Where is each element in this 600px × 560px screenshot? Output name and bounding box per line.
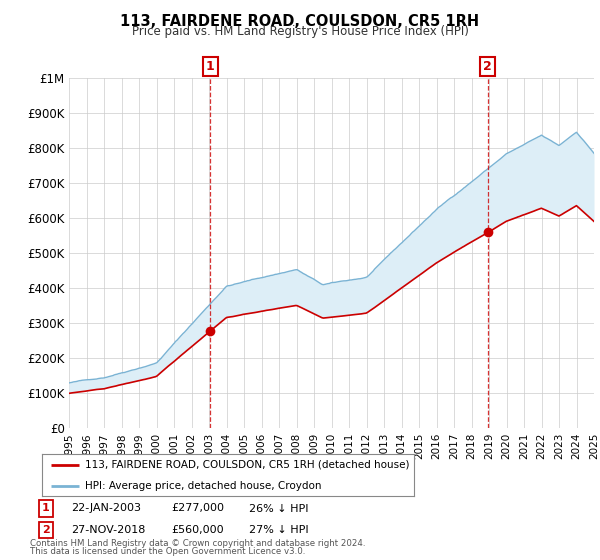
Text: 27% ↓ HPI: 27% ↓ HPI: [249, 525, 308, 535]
Text: £277,000: £277,000: [171, 503, 224, 514]
Text: HPI: Average price, detached house, Croydon: HPI: Average price, detached house, Croy…: [85, 481, 321, 491]
Text: 2: 2: [42, 525, 49, 535]
Text: 113, FAIRDENE ROAD, COULSDON, CR5 1RH: 113, FAIRDENE ROAD, COULSDON, CR5 1RH: [121, 14, 479, 29]
Text: 1: 1: [42, 503, 49, 514]
Text: 2: 2: [483, 60, 492, 73]
Text: £560,000: £560,000: [171, 525, 224, 535]
Text: 27-NOV-2018: 27-NOV-2018: [71, 525, 145, 535]
Text: Price paid vs. HM Land Registry's House Price Index (HPI): Price paid vs. HM Land Registry's House …: [131, 25, 469, 38]
Text: Contains HM Land Registry data © Crown copyright and database right 2024.: Contains HM Land Registry data © Crown c…: [30, 539, 365, 548]
Text: 113, FAIRDENE ROAD, COULSDON, CR5 1RH (detached house): 113, FAIRDENE ROAD, COULSDON, CR5 1RH (d…: [85, 460, 409, 470]
Text: 26% ↓ HPI: 26% ↓ HPI: [249, 503, 308, 514]
Text: 1: 1: [206, 60, 214, 73]
Text: 22-JAN-2003: 22-JAN-2003: [71, 503, 141, 514]
Text: This data is licensed under the Open Government Licence v3.0.: This data is licensed under the Open Gov…: [30, 547, 305, 556]
